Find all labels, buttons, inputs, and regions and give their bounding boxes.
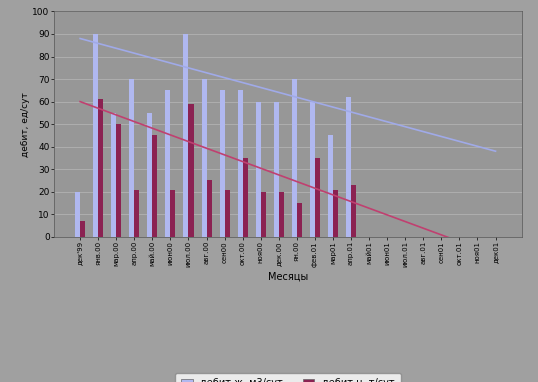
- Bar: [238, 91, 243, 237]
- Bar: [80, 221, 85, 237]
- X-axis label: Месяцы: Месяцы: [268, 271, 308, 281]
- Bar: [98, 99, 103, 237]
- Bar: [165, 91, 171, 237]
- Bar: [328, 136, 333, 237]
- Bar: [129, 79, 134, 237]
- Bar: [183, 34, 188, 237]
- Bar: [310, 102, 315, 237]
- Bar: [256, 102, 261, 237]
- Bar: [315, 158, 320, 237]
- Bar: [75, 192, 80, 237]
- Bar: [188, 104, 194, 237]
- Bar: [243, 158, 247, 237]
- Bar: [351, 185, 356, 237]
- Bar: [134, 189, 139, 237]
- Bar: [225, 189, 230, 237]
- Bar: [261, 192, 266, 237]
- Bar: [274, 102, 279, 237]
- Bar: [147, 113, 152, 237]
- Bar: [202, 79, 207, 237]
- Bar: [220, 91, 225, 237]
- Bar: [346, 97, 351, 237]
- Bar: [207, 181, 211, 237]
- Bar: [297, 203, 302, 237]
- Legend: дебит ж. м3/сут, дебит н, т/сут: дебит ж. м3/сут, дебит н, т/сут: [175, 372, 400, 382]
- Y-axis label: дебит, ед/сут: дебит, ед/сут: [20, 92, 30, 157]
- Bar: [279, 192, 284, 237]
- Bar: [116, 124, 121, 237]
- Bar: [171, 189, 175, 237]
- Bar: [333, 189, 338, 237]
- Bar: [111, 113, 116, 237]
- Bar: [93, 34, 98, 237]
- Bar: [292, 79, 297, 237]
- Bar: [152, 136, 158, 237]
